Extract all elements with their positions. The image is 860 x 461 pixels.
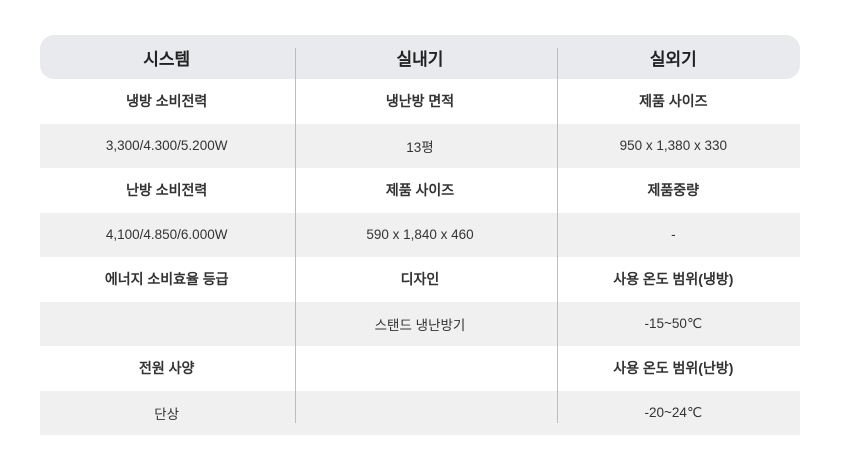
label-row: 난방 소비전력 제품 사이즈 제품중량 [40, 168, 800, 213]
spec-value: 590 x 1,840 x 460 [366, 227, 474, 243]
spec-value: 950 x 1,380 x 330 [619, 138, 727, 154]
spec-value: 스탠드 냉난방기 [374, 317, 466, 333]
spec-value: 4,100/4.850/6.000W [105, 227, 228, 243]
column-divider [295, 48, 296, 423]
spec-label: 사용 온도 범위(냉방) [613, 271, 734, 288]
spec-label: 에너지 소비효율 등급 [104, 271, 229, 288]
column-header-indoor-unit: 실내기 [396, 49, 444, 69]
spec-label: 전원 사양 [138, 360, 195, 377]
label-row: 냉방 소비전력 냉난방 면적 제품 사이즈 [40, 79, 800, 124]
spec-value: -20~24℃ [644, 404, 703, 420]
spec-value: - [671, 227, 676, 243]
column-header-outdoor-unit: 실외기 [649, 49, 697, 69]
column-divider [557, 48, 558, 423]
spec-label: 사용 온도 범위(난방) [613, 360, 734, 377]
label-row: 전원 사양 사용 온도 범위(난방) [40, 346, 800, 391]
spec-value: 3,300/4.300/5.200W [105, 138, 228, 154]
spec-label: 냉방 소비전력 [126, 93, 208, 110]
spec-value: 13평 [406, 139, 434, 155]
spec-label: 제품 사이즈 [639, 93, 708, 110]
spec-label: 제품중량 [647, 182, 700, 199]
value-row: 4,100/4.850/6.000W 590 x 1,840 x 460 - [40, 212, 800, 257]
table-header: 시스템 실내기 실외기 [40, 35, 800, 79]
value-row: 단상 -20~24℃ [40, 390, 800, 435]
spec-label: 디자인 [400, 271, 440, 288]
table-body: 냉방 소비전력 냉난방 면적 제품 사이즈 3,300/4.300/5.200W 13평… [40, 79, 800, 435]
label-row: 에너지 소비효율 등급 디자인 사용 온도 범위(냉방) [40, 257, 800, 302]
spec-label: 제품 사이즈 [385, 182, 455, 199]
spec-table: 시스템 실내기 실외기 냉방 소비전력 냉난방 면적 제품 사이즈 3,300/4.3… [40, 35, 800, 435]
spec-value: -15~50℃ [644, 315, 703, 331]
spec-label: 난방 소비전력 [126, 182, 208, 199]
value-row: 3,300/4.300/5.200W 13평 950 x 1,380 x 330 [40, 123, 800, 168]
column-header-system: 시스템 [143, 49, 191, 69]
value-row: 스탠드 냉난방기 -15~50℃ [40, 301, 800, 346]
spec-label: 냉난방 면적 [385, 93, 455, 110]
spec-value: 단상 [154, 406, 180, 422]
